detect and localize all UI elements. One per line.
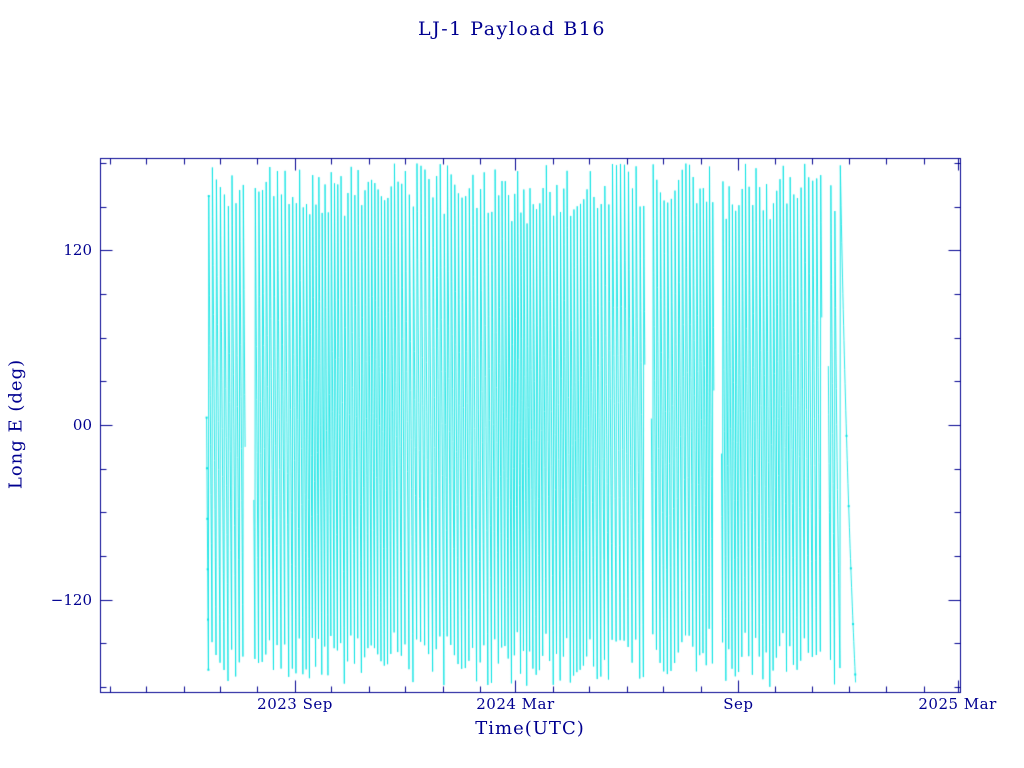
y-tick-label: 120	[63, 241, 92, 260]
x-tick-label: 2025 Mar	[918, 695, 997, 713]
x-tick-label: 2024 Mar	[476, 695, 555, 713]
x-tick-label: 2023 Sep	[257, 695, 333, 713]
y-tick-label: −120	[50, 590, 92, 609]
x-axis-label: Time(UTC)	[475, 718, 585, 739]
x-tick-label: Sep	[723, 695, 754, 713]
y-axis-label: Long E (deg)	[5, 358, 27, 490]
y-tick-label: 00	[72, 416, 92, 434]
chart-title: LJ-1 Payload B16	[418, 18, 606, 40]
